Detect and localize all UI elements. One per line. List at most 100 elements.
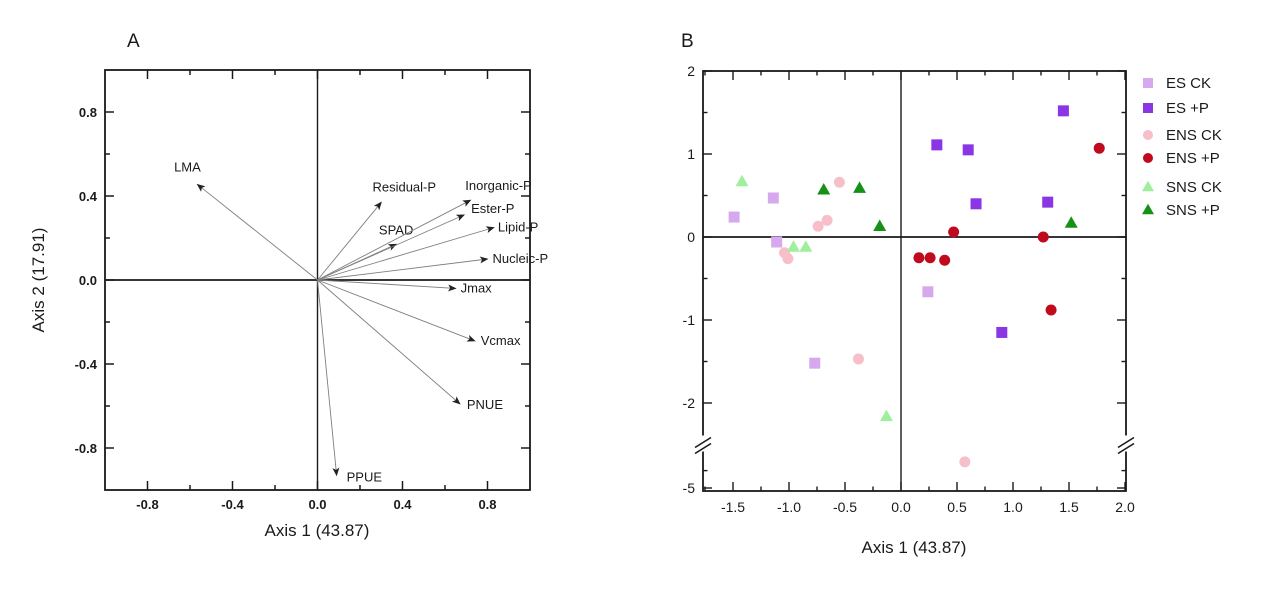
- y-tick-label: -5: [683, 480, 696, 496]
- y-tick-label: 1: [687, 146, 695, 162]
- vector-Inorganic-P: [317, 199, 472, 281]
- point-ES-CK: [809, 357, 821, 369]
- vector-Residual-P: [317, 201, 382, 281]
- x-tick-label: -0.8: [136, 497, 158, 512]
- x-tick-label: 2.0: [1115, 499, 1135, 515]
- vector-PPUE: [317, 279, 340, 477]
- point-ENS-CK: [821, 214, 833, 226]
- point-ENS-+P: [948, 226, 960, 238]
- vector-label-Jmax: Jmax: [461, 280, 493, 295]
- y-tick-label: 0.8: [79, 105, 97, 120]
- panel-b-letter: B: [681, 31, 694, 52]
- x-tick-label: -0.4: [221, 497, 244, 512]
- x-tick-label: 0.8: [478, 497, 496, 512]
- series-ES-CK: [728, 192, 934, 369]
- point-ES-+P: [996, 326, 1008, 338]
- vector-label-Ester-P: Ester-P: [471, 201, 514, 216]
- series-ENS-CK: [779, 176, 971, 468]
- point-SNS-+P: [1064, 216, 1078, 228]
- legend-marker-circle: [1143, 130, 1153, 140]
- point-ENS-CK: [812, 220, 824, 232]
- point-ES-+P: [1042, 196, 1054, 208]
- x-tick-label: -1.5: [721, 499, 745, 515]
- panel-a-y-axis-title: Axis 2 (17.91): [29, 228, 48, 333]
- panel-b-x-axis-title: Axis 1 (43.87): [862, 538, 967, 557]
- legend-marker-square: [1143, 103, 1153, 113]
- panel-b-frame: [702, 70, 1127, 492]
- point-ES-CK: [922, 286, 934, 298]
- point-ENS-+P: [1093, 142, 1105, 154]
- y-tick-label: -0.4: [75, 357, 98, 372]
- series-ES-+P: [931, 105, 1069, 338]
- vector-label-PPUE: PPUE: [347, 469, 383, 484]
- legend-label: SNS +P: [1166, 202, 1220, 219]
- point-ENS-CK: [959, 456, 971, 468]
- axis-break-mark: [1117, 436, 1135, 449]
- point-SNS-CK: [799, 240, 813, 252]
- vector-Lipid-P: [317, 226, 495, 281]
- point-ENS-+P: [924, 252, 936, 264]
- legend-item-ES-+P: ES +P: [1143, 100, 1209, 117]
- series-SNS-+P: [817, 181, 1078, 232]
- panel-a-frame: [104, 69, 531, 491]
- panel-a-biplot: -0.8 -0.4 0.0 0.4 0.8 0.8 0.4 0.0 -0.4 -0.8 LMA Res…: [75, 69, 549, 512]
- point-ES-CK: [771, 236, 783, 248]
- x-tick-label: 1.5: [1059, 499, 1079, 515]
- y-tick-label: -1: [683, 312, 696, 328]
- point-ES-+P: [962, 144, 974, 156]
- panel-b-legend: ES CK ES +P ENS CK ENS +P SNS CK SNS +P: [1142, 75, 1222, 219]
- point-ENS-CK: [852, 353, 864, 365]
- legend-label: SNS CK: [1166, 179, 1222, 196]
- point-SNS-CK: [879, 409, 893, 422]
- vector-label-Vcmax: Vcmax: [481, 333, 521, 348]
- point-ENS-CK: [782, 253, 794, 265]
- point-SNS-CK: [786, 240, 800, 252]
- vector-Ester-P: [317, 214, 466, 281]
- vector-PNUE: [317, 279, 461, 405]
- vector-Jmax: [317, 279, 457, 292]
- y-tick-label: 0: [687, 229, 695, 245]
- point-ENS-+P: [939, 254, 951, 266]
- vector-label-Nucleic-P: Nucleic-P: [493, 251, 549, 266]
- y-tick-label: -0.8: [75, 441, 97, 456]
- vector-label-Lipid-P: Lipid-P: [498, 220, 538, 235]
- panel-a-x-axis-title: Axis 1 (43.87): [265, 521, 370, 540]
- legend-marker-triangle: [1142, 203, 1154, 215]
- point-SNS-+P: [873, 219, 887, 232]
- axis-break-mark: [694, 442, 712, 455]
- axis-break-mark: [694, 436, 712, 449]
- legend-label: ES CK: [1166, 75, 1211, 92]
- vector-label-SPAD: SPAD: [379, 222, 413, 237]
- legend-item-ES-CK: ES CK: [1143, 75, 1211, 92]
- legend-item-ENS-CK: ENS CK: [1143, 127, 1222, 144]
- point-ENS-+P: [913, 252, 925, 264]
- point-ES-+P: [1057, 105, 1069, 117]
- vector-Vcmax: [317, 279, 476, 342]
- point-ENS-+P: [1037, 231, 1049, 243]
- x-tick-label: 0.0: [308, 497, 326, 512]
- vector-label-LMA: LMA: [174, 159, 201, 174]
- point-ENS-CK: [833, 176, 845, 188]
- legend-label: ENS +P: [1166, 150, 1220, 167]
- x-tick-label: 0.0: [891, 499, 911, 515]
- axis-break-mark: [1117, 442, 1135, 455]
- series-SNS-CK: [735, 174, 893, 422]
- legend-marker-triangle: [1142, 180, 1154, 192]
- vector-label-Residual-P: Residual-P: [372, 179, 436, 194]
- legend-label: ENS CK: [1166, 127, 1222, 144]
- vector-Nucleic-P: [317, 256, 489, 281]
- point-SNS-CK: [735, 174, 749, 187]
- legend-item-SNS-+P: SNS +P: [1142, 202, 1220, 219]
- y-tick-label: -2: [683, 395, 696, 411]
- y-tick-label: 0.4: [79, 189, 98, 204]
- panel-a-letter: A: [127, 31, 140, 52]
- series-ENS-+P: [913, 142, 1105, 316]
- x-tick-label: -0.5: [833, 499, 857, 515]
- x-tick-label: 0.4: [393, 497, 412, 512]
- x-tick-label: 0.5: [947, 499, 967, 515]
- legend-marker-circle: [1143, 153, 1153, 163]
- legend-item-SNS-CK: SNS CK: [1142, 179, 1222, 196]
- point-ENS-+P: [1045, 304, 1057, 316]
- vector-LMA: [196, 183, 318, 281]
